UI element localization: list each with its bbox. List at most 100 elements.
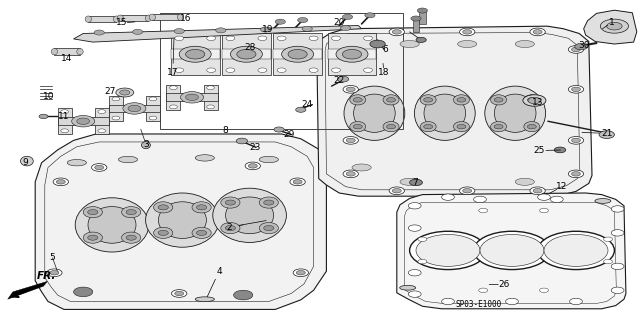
Text: 2: 2 [227, 223, 232, 232]
Circle shape [474, 231, 550, 270]
Text: 25: 25 [533, 146, 545, 155]
Circle shape [460, 187, 475, 195]
Circle shape [95, 165, 104, 170]
Ellipse shape [491, 122, 507, 132]
Circle shape [296, 107, 306, 112]
Ellipse shape [259, 197, 278, 208]
Circle shape [527, 98, 536, 102]
Text: 1: 1 [609, 18, 614, 27]
Ellipse shape [113, 16, 120, 22]
Ellipse shape [158, 202, 206, 239]
Circle shape [611, 287, 624, 293]
Polygon shape [171, 49, 186, 59]
Circle shape [463, 30, 472, 34]
Circle shape [298, 18, 308, 23]
Circle shape [88, 235, 98, 240]
Text: 20: 20 [333, 18, 345, 27]
Polygon shape [222, 49, 237, 59]
Ellipse shape [453, 122, 470, 132]
Bar [166, 93, 218, 101]
Circle shape [370, 40, 385, 48]
Circle shape [418, 259, 427, 264]
Circle shape [416, 37, 426, 42]
Text: 16: 16 [180, 14, 191, 23]
Circle shape [170, 86, 177, 90]
Circle shape [457, 98, 466, 102]
Circle shape [540, 288, 548, 293]
Circle shape [387, 124, 396, 129]
Text: 14: 14 [61, 54, 72, 63]
Circle shape [175, 36, 184, 41]
Circle shape [353, 124, 362, 129]
Ellipse shape [400, 41, 419, 48]
Text: 3: 3 [143, 140, 148, 149]
Circle shape [346, 87, 355, 92]
Circle shape [494, 98, 503, 102]
Circle shape [245, 162, 260, 170]
Text: 7: 7 [412, 178, 417, 187]
Polygon shape [35, 134, 326, 309]
Circle shape [530, 187, 545, 195]
Polygon shape [8, 281, 47, 299]
Ellipse shape [524, 122, 540, 132]
Circle shape [264, 200, 274, 205]
Circle shape [186, 49, 205, 59]
Circle shape [480, 234, 544, 266]
Circle shape [408, 225, 421, 231]
Text: 11: 11 [58, 112, 70, 121]
Circle shape [418, 237, 427, 241]
Ellipse shape [76, 198, 149, 252]
Text: 8: 8 [223, 126, 228, 135]
Circle shape [94, 30, 104, 35]
Circle shape [550, 196, 563, 203]
Circle shape [572, 47, 580, 52]
Ellipse shape [453, 95, 470, 105]
Circle shape [98, 129, 106, 133]
Circle shape [236, 138, 248, 144]
Polygon shape [584, 10, 637, 44]
Ellipse shape [352, 54, 371, 61]
Polygon shape [205, 49, 220, 59]
Ellipse shape [524, 95, 540, 105]
Polygon shape [256, 49, 271, 59]
Ellipse shape [154, 202, 173, 213]
Text: 6: 6 [383, 45, 388, 54]
Circle shape [275, 19, 285, 24]
Circle shape [61, 129, 68, 133]
Circle shape [126, 235, 136, 240]
Circle shape [172, 290, 187, 297]
Ellipse shape [195, 155, 214, 161]
Circle shape [411, 16, 421, 21]
Circle shape [463, 189, 472, 193]
Circle shape [207, 36, 216, 41]
Circle shape [282, 46, 314, 62]
Ellipse shape [149, 14, 156, 20]
Circle shape [408, 203, 421, 209]
Text: SP03-E1000: SP03-E1000 [456, 300, 502, 309]
Circle shape [343, 170, 358, 178]
Text: 17: 17 [167, 68, 179, 77]
Circle shape [264, 226, 274, 231]
Circle shape [149, 97, 157, 101]
Ellipse shape [177, 14, 184, 20]
Circle shape [364, 36, 372, 41]
Circle shape [392, 30, 401, 34]
Circle shape [47, 269, 62, 277]
Circle shape [302, 26, 312, 31]
Ellipse shape [226, 197, 274, 234]
Circle shape [293, 180, 302, 184]
Ellipse shape [212, 188, 287, 242]
Polygon shape [54, 48, 80, 55]
Circle shape [337, 76, 349, 82]
Polygon shape [362, 49, 376, 59]
Text: 9: 9 [23, 158, 28, 167]
Text: 10: 10 [43, 92, 54, 101]
Ellipse shape [122, 232, 141, 243]
Circle shape [56, 180, 65, 184]
Circle shape [123, 103, 146, 114]
Circle shape [277, 36, 286, 41]
Circle shape [72, 115, 95, 127]
Circle shape [479, 288, 488, 293]
Ellipse shape [458, 41, 477, 48]
Circle shape [528, 97, 541, 104]
